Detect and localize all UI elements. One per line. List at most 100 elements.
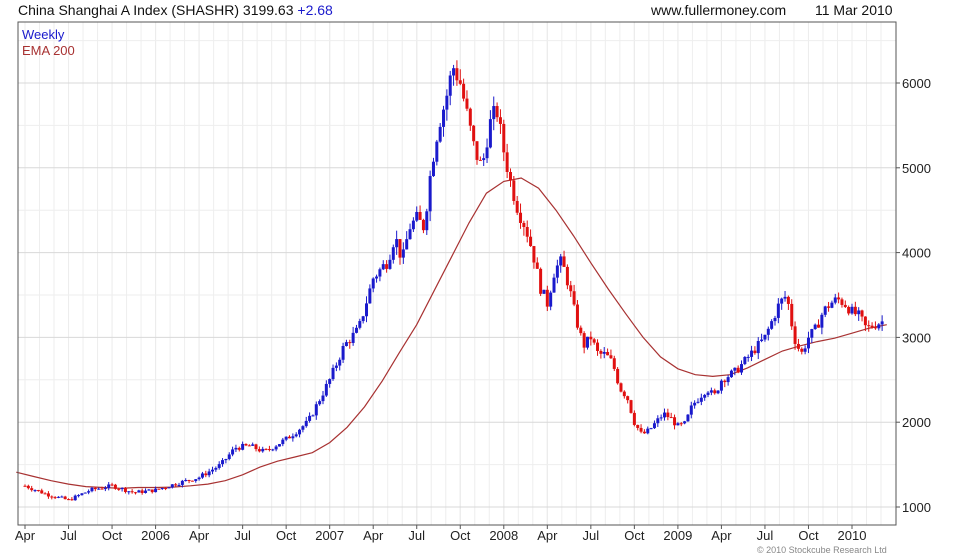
- weekly-bar-body: [180, 480, 184, 485]
- weekly-bar-body: [626, 396, 630, 401]
- weekly-bar-body: [669, 417, 673, 419]
- x-tick-label: Jul: [757, 528, 774, 543]
- weekly-bar-body: [187, 480, 191, 482]
- weekly-bar-body: [746, 356, 750, 358]
- weekly-bar-body: [291, 436, 295, 439]
- weekly-bar-body: [395, 239, 399, 248]
- weekly-bar-body: [254, 444, 258, 450]
- weekly-bar-body: [251, 444, 255, 446]
- x-tick-label: 2006: [141, 528, 170, 543]
- weekly-bar-body: [733, 367, 737, 371]
- weekly-bar-body: [110, 484, 114, 486]
- weekly-bar-body: [736, 367, 740, 373]
- weekly-bar-body: [36, 490, 40, 492]
- weekly-bar-body: [123, 487, 127, 492]
- weekly-bar-body: [860, 310, 864, 317]
- weekly-bar-body: [699, 397, 703, 402]
- weekly-bar-body: [857, 310, 861, 315]
- weekly-bar-body: [184, 480, 188, 482]
- weekly-bar-body: [398, 239, 402, 258]
- weekly-bar-body: [247, 445, 251, 447]
- weekly-bar-body: [766, 328, 770, 335]
- x-tick-label: Oct: [798, 528, 819, 543]
- source-site: www.fullermoney.com: [651, 2, 787, 18]
- weekly-bar-body: [636, 424, 640, 428]
- weekly-bar-body: [616, 368, 620, 384]
- weekly-bar-body: [806, 337, 810, 349]
- weekly-bar-body: [40, 490, 44, 494]
- weekly-bar-body: [244, 443, 248, 446]
- weekly-bar-body: [288, 436, 292, 439]
- weekly-bar-body: [663, 412, 667, 418]
- weekly-bar-body: [602, 351, 606, 354]
- x-tick-label: Apr: [711, 528, 732, 543]
- weekly-bar-body: [30, 488, 34, 491]
- weekly-bar-body: [133, 492, 137, 494]
- weekly-bar-body: [622, 391, 626, 397]
- weekly-bar-body: [632, 412, 636, 425]
- weekly-bar-body: [200, 473, 204, 478]
- weekly-bar-body: [773, 317, 777, 322]
- weekly-bar-body: [455, 68, 459, 81]
- weekly-bar-body: [431, 161, 435, 177]
- weekly-bar-body: [760, 339, 764, 342]
- weekly-bar-body: [843, 304, 847, 307]
- weekly-bar-body: [167, 487, 171, 489]
- weekly-bar-body: [267, 449, 271, 451]
- weekly-bar-body: [445, 95, 449, 110]
- weekly-bar-body: [421, 219, 425, 231]
- weekly-bar-body: [127, 491, 131, 493]
- weekly-bar-body: [147, 489, 151, 491]
- weekly-bar-body: [388, 259, 392, 269]
- chart-title: China Shanghai A Index (SHASHR) 3199.63 …: [18, 2, 333, 18]
- weekly-bar-body: [378, 269, 382, 277]
- weekly-bar-body: [565, 266, 569, 286]
- weekly-bar-body: [351, 332, 355, 343]
- weekly-bar-body: [676, 423, 680, 426]
- grid-lines: [18, 22, 896, 525]
- weekly-bar-body: [478, 159, 482, 161]
- weekly-bar-body: [103, 488, 107, 490]
- weekly-bar-body: [331, 367, 335, 380]
- weekly-bar-body: [723, 380, 727, 383]
- x-tick-label: Apr: [15, 528, 36, 543]
- x-tick-label: 2009: [663, 528, 692, 543]
- weekly-bar-body: [344, 342, 348, 346]
- weekly-bar-body: [294, 434, 298, 437]
- weekly-bar-body: [572, 291, 576, 305]
- weekly-bar-body: [160, 488, 164, 490]
- weekly-bar-body: [542, 289, 546, 294]
- weekly-bar-body: [629, 400, 633, 413]
- weekly-bar-body: [428, 176, 432, 212]
- weekly-bar-body: [592, 339, 596, 343]
- weekly-bar-body: [709, 390, 713, 393]
- weekly-series: [23, 60, 884, 501]
- weekly-bar-body: [559, 256, 563, 266]
- weekly-bar-body: [817, 324, 821, 328]
- x-tick-label: 2008: [489, 528, 518, 543]
- weekly-bar-body: [652, 423, 656, 429]
- weekly-bar-body: [525, 226, 529, 237]
- weekly-bar-body: [63, 496, 67, 500]
- weekly-bar-body: [227, 454, 231, 460]
- weekly-bar-body: [519, 212, 523, 223]
- legend-weekly: Weekly: [22, 27, 65, 42]
- weekly-bar-body: [371, 278, 375, 289]
- weekly-bar-body: [442, 109, 446, 127]
- weekly-bar-body: [713, 390, 717, 394]
- weekly-bar-body: [87, 491, 91, 493]
- weekly-bar-body: [368, 288, 372, 304]
- weekly-bar-body: [301, 426, 305, 430]
- weekly-bar-body: [468, 108, 472, 126]
- weekly-bar-body: [77, 495, 81, 497]
- weekly-bar-body: [375, 276, 379, 279]
- weekly-bar-body: [535, 262, 539, 269]
- x-tick-label: Oct: [276, 528, 297, 543]
- weekly-bar-body: [438, 126, 442, 142]
- weekly-bar-body: [585, 336, 589, 348]
- weekly-bar-body: [358, 321, 362, 328]
- weekly-bar-body: [649, 428, 653, 430]
- weekly-bar-body: [575, 304, 579, 328]
- weekly-bar-body: [328, 379, 332, 384]
